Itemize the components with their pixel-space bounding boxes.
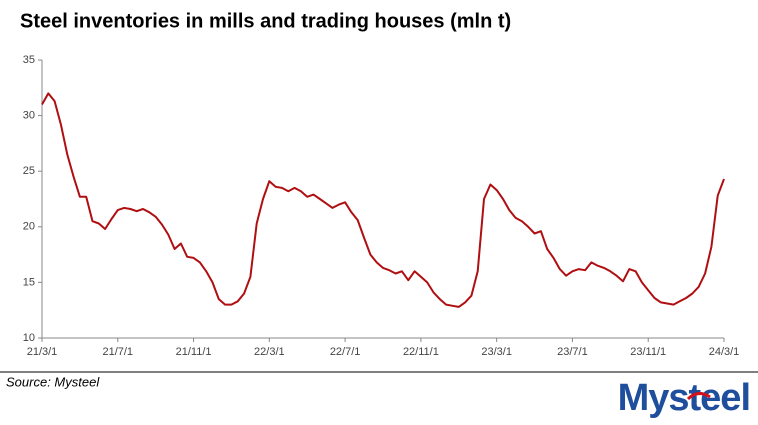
- x-tick-label: 22/3/1: [254, 346, 285, 358]
- x-tick-label: 21/7/1: [102, 346, 133, 358]
- y-tick-label: 35: [23, 54, 35, 66]
- x-tick-label: 22/7/1: [330, 346, 361, 358]
- logo: Mysteel: [618, 377, 750, 419]
- x-tick-label: 22/11/1: [403, 346, 439, 358]
- y-tick-label: 25: [23, 165, 35, 177]
- y-tick-label: 15: [23, 276, 35, 288]
- source-note: Source: Mysteel: [6, 374, 100, 389]
- x-tick-label: 23/3/1: [481, 346, 512, 358]
- x-tick-label: 24/3/1: [709, 346, 740, 358]
- y-tick-label: 30: [23, 110, 35, 122]
- x-tick-label: 23/11/1: [630, 346, 666, 358]
- logo-accent: [686, 392, 711, 401]
- chart-title: Steel inventories in mills and trading h…: [20, 10, 511, 32]
- x-tick-label: 21/11/1: [176, 346, 212, 358]
- x-tick-label: 23/7/1: [557, 346, 588, 358]
- x-tick-label: 21/3/1: [27, 346, 58, 358]
- series-line: [41, 92, 725, 308]
- y-tick-label: 20: [23, 221, 35, 233]
- y-tick-label: 10: [23, 332, 35, 344]
